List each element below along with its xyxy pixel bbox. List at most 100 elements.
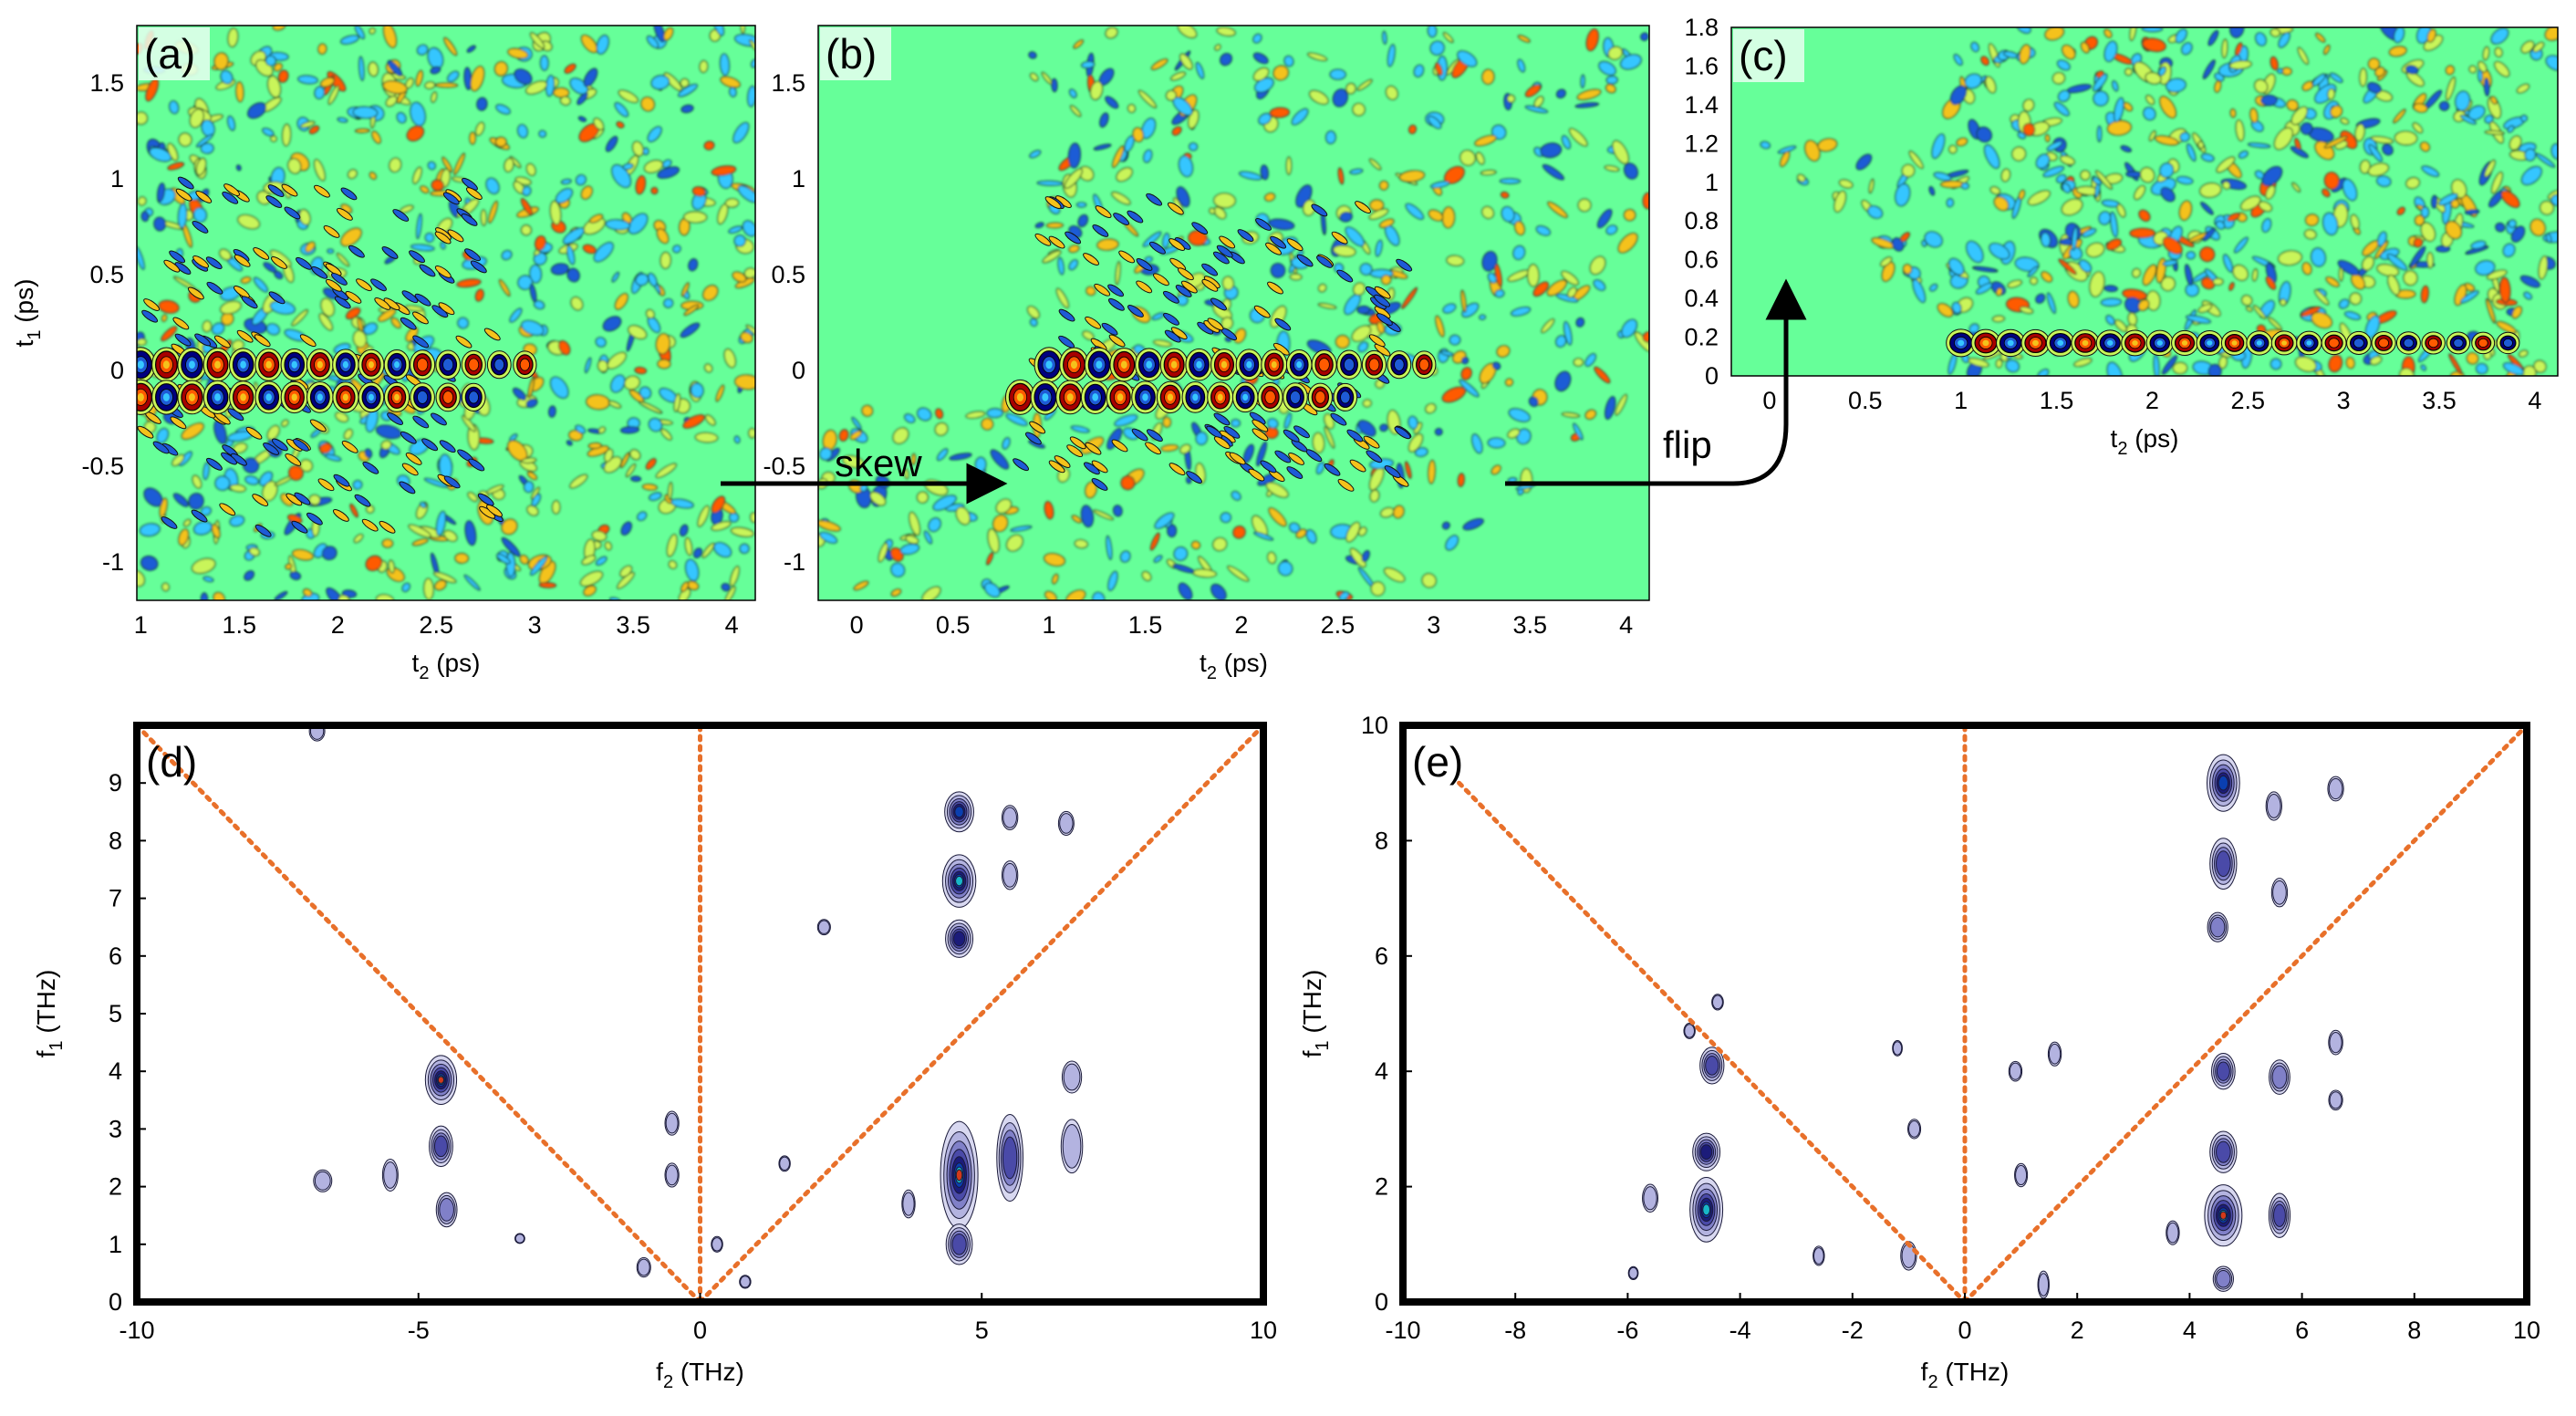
x-tick-label: -10 <box>119 1317 154 1344</box>
plot-frame <box>1730 26 2559 377</box>
signal-blob <box>203 348 233 382</box>
signal-blob <box>1106 380 1135 414</box>
x-tick-label: 0 <box>850 611 864 639</box>
signal-blob <box>177 380 207 415</box>
y-tick-label: 6 <box>109 942 122 970</box>
signal-blob <box>358 381 385 413</box>
y-tick-label: 0.4 <box>1684 285 1719 312</box>
spectral-peak <box>2328 1029 2343 1056</box>
x-tick-label: 5 <box>975 1317 989 1344</box>
x-tick-label: -4 <box>1729 1317 1751 1344</box>
signal-blob <box>2421 331 2446 355</box>
x-axis-label: f2 (THz) <box>656 1358 744 1392</box>
flip-label: flip <box>1663 423 1712 466</box>
spectral-peak <box>2209 1130 2238 1173</box>
signal-blob <box>2045 329 2075 357</box>
y-tick-label: 1.5 <box>771 69 805 97</box>
tick-labels: 0 0.5 1 1.5 2 2.5 3 3.5 4 0 0.2 0.4 0.6 0.8 1 1.2 1.4 1.6… <box>1684 14 2541 414</box>
signal-blob <box>1131 380 1159 414</box>
guide-line-right <box>1962 725 2527 1302</box>
x-tick-label: 3.5 <box>2422 387 2457 414</box>
signal-blob <box>1307 382 1333 412</box>
signal-blob <box>1333 382 1358 411</box>
signal-blob <box>1109 348 1139 382</box>
y-tick-label: 10 <box>1361 712 1388 739</box>
spectral-peak <box>2014 1162 2029 1188</box>
x-tick-label: 3 <box>1427 611 1440 639</box>
signal-blob <box>2270 330 2298 356</box>
spectral-peak <box>2328 1089 2343 1111</box>
spectral-peak <box>2268 1192 2291 1238</box>
spectral-peak <box>424 1055 458 1105</box>
spectral-peak <box>664 1162 680 1188</box>
signal-blob <box>254 380 283 414</box>
panel-label: (b) <box>826 30 877 78</box>
signal-blob <box>486 350 512 380</box>
x-axis-label: t2 (ps) <box>1200 649 1268 683</box>
spectral-peak <box>2037 1270 2050 1299</box>
spectral-peak <box>2047 1041 2062 1067</box>
spectral-peak <box>940 1120 979 1230</box>
signal-blob <box>410 349 436 380</box>
signal-blob <box>2121 329 2149 357</box>
heatmap-area <box>818 26 1649 600</box>
signal-blob <box>306 349 334 381</box>
guide-lines <box>137 725 1263 1302</box>
y-tick-label: 1 <box>1705 169 1719 196</box>
x-tick-label: 4 <box>725 611 739 639</box>
spectral-peak <box>2207 911 2228 942</box>
signal-blob <box>1996 328 2026 358</box>
signal-blob <box>383 349 410 380</box>
x-tick-label: 3 <box>2337 387 2351 414</box>
y-tick-label: 1 <box>110 165 124 193</box>
y-axis-label: f1 (THz) <box>1298 970 1333 1058</box>
heatmap-area <box>1731 27 2558 376</box>
spectral-peak <box>1900 1241 1917 1271</box>
x-axis-label: t2 (ps) <box>412 649 481 683</box>
signal-blob <box>306 381 334 413</box>
noise-texture <box>1760 27 2558 376</box>
panel-label: (d) <box>146 738 197 786</box>
signal-blob <box>254 348 284 381</box>
y-tick-label: 1 <box>109 1231 122 1258</box>
signal-blob <box>2095 329 2124 357</box>
signal-blob <box>2196 329 2224 356</box>
tick-labels: 0 0.5 1 1.5 2 2.5 3 3.5 4 -1 -0.5 0 0.5 1 1.5 <box>763 69 1633 639</box>
spectral-peak <box>739 1275 752 1289</box>
spectral-peak <box>435 1192 458 1228</box>
skew-label: skew <box>835 442 922 484</box>
panel-label: (c) <box>1739 32 1788 79</box>
spectral-peak <box>1060 1119 1084 1174</box>
y-tick-label: 1.4 <box>1684 91 1719 119</box>
signal-blob <box>1207 381 1234 413</box>
spectral-peak <box>778 1155 791 1172</box>
guide-lines <box>1457 725 2527 1302</box>
signal-blob <box>2371 331 2396 355</box>
signal-blob <box>1412 350 1437 380</box>
y-tick-label: 0.6 <box>1684 246 1719 274</box>
spectral-peak <box>816 919 831 936</box>
x-tick-label: 3.5 <box>616 611 650 639</box>
signal-blob <box>2145 329 2174 357</box>
signal-blob <box>203 380 233 414</box>
x-tick-label: 0 <box>1762 387 1776 414</box>
plot-frame <box>817 25 1650 601</box>
y-tick-label: 0.8 <box>1684 207 1719 234</box>
tick-labels: -10 -8 -6 -4 -2 0 2 4 6 8 10 0 2 4 6 8 10 <box>1361 712 2540 1344</box>
spectral-peak <box>1711 994 1724 1011</box>
signal-blob <box>177 347 207 382</box>
y-tick-label: -0.5 <box>81 453 124 480</box>
y-tick-label: 5 <box>109 1000 122 1027</box>
y-tick-label: -0.5 <box>763 453 805 480</box>
x-tick-label: 2 <box>2145 387 2159 414</box>
spectral-peak <box>1892 1039 1903 1057</box>
y-tick-label: 1.5 <box>89 69 124 97</box>
x-tick-label: 0 <box>1958 1317 1971 1344</box>
signal-blob <box>1135 348 1164 382</box>
spectral-peak <box>1813 1245 1825 1266</box>
guide-line-right <box>698 725 1263 1302</box>
x-tick-label: 2 <box>1234 611 1248 639</box>
signal-blob <box>228 348 258 382</box>
signal-blob <box>2395 331 2421 355</box>
